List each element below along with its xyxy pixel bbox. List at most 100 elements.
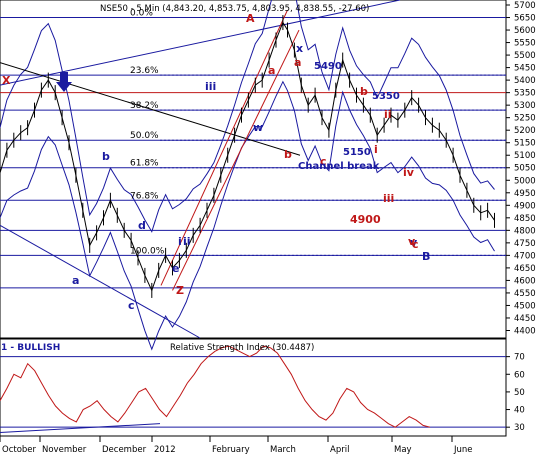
y-tick-label: 4550 [514, 289, 536, 299]
y-tick-label: 5200 [514, 126, 536, 136]
wave-label: B [422, 250, 430, 263]
y-tick-label: 5000 [514, 176, 536, 186]
y-tick-label: 5600 [514, 26, 536, 36]
y-tick-label: 5100 [514, 151, 536, 161]
wave-label: ii [384, 108, 392, 121]
y-tick-label: 4900 [514, 201, 536, 211]
fib-level-label: 100.0% [130, 246, 165, 256]
x-tick-label: November [42, 445, 87, 455]
down-arrow-icon [56, 72, 72, 92]
y-tick-label: 5250 [514, 114, 536, 124]
x-tick-label: October [2, 445, 37, 455]
wave-label: a [72, 274, 79, 287]
wave-label: iii [205, 80, 216, 93]
rsi-trendline [0, 423, 161, 433]
y-tick-label: 5450 [514, 64, 536, 74]
wave-label: v [410, 236, 418, 249]
y-tick-label: 5300 [514, 101, 536, 111]
y-tick-label: 4800 [514, 226, 536, 236]
fib-level-label: 38.2% [130, 101, 159, 111]
wave-label: c [412, 238, 419, 251]
wave-label: a [294, 56, 301, 69]
wave-label: d [138, 219, 146, 232]
channel-upper-line [0, 0, 401, 86]
y-tick-label: 5350 [514, 89, 536, 99]
y-tick-label: 5400 [514, 76, 536, 86]
price-panel-frame [0, 0, 507, 339]
price-layer [0, 15, 495, 298]
wave-label: A [246, 12, 255, 25]
rsi-tick-label: 60 [514, 370, 525, 380]
channel-lower-line [0, 224, 201, 339]
x-tick-label: February [212, 445, 250, 455]
rsi-layer [0, 345, 506, 433]
rsi-tick-label: 70 [514, 353, 525, 363]
level-label: 5150 [343, 147, 371, 158]
wave-label: w [253, 121, 263, 134]
wave-label: b [102, 150, 110, 163]
level-label: 4900 [350, 213, 381, 226]
fib-level-label: 50.0% [130, 131, 159, 141]
x-tick-label: May [394, 445, 412, 455]
rsi-tick-label: 40 [514, 406, 525, 416]
wave-label: iii [383, 192, 394, 205]
bollinger-upper-band [0, 0, 495, 233]
y-tick-label: 5550 [514, 39, 536, 49]
y-tick-label: 5700 [514, 1, 536, 11]
y-tick-label: 4500 [514, 301, 536, 311]
wave-label: X [2, 74, 11, 87]
rsi-title: Relative Strength Index (30.4487) [170, 343, 314, 353]
rsi-left-label: 1 - BULLISH [1, 343, 60, 353]
price-chart-title: NSE50 - 5 Min (4,843.20, 4,853.75, 4,803… [100, 4, 369, 14]
wave-label: c [320, 155, 327, 168]
y-tick-label: 4400 [514, 326, 536, 336]
wave-label: c [128, 299, 135, 312]
y-tick-label: 4700 [514, 251, 536, 261]
y-tick-label: 4600 [514, 276, 536, 286]
level-label: Channel break [298, 161, 380, 172]
x-tick-label: December [102, 445, 147, 455]
y-tick-label: 5500 [514, 51, 536, 61]
wave-label: b [284, 148, 292, 161]
fib-level-label: 61.8% [130, 159, 159, 169]
rsi-tick-label: 50 [514, 388, 525, 398]
wave-label: e [172, 262, 179, 275]
axis-layer: 4400 4450 4500 4550 4600 4650 4700 4750 4800 4850… [0, 1, 536, 455]
y-tick-label: 5050 [514, 164, 536, 174]
wave-label: Z [176, 284, 184, 297]
fib-level-label: 23.6% [130, 66, 159, 76]
x-tick-label: March [270, 445, 296, 455]
wave-label: i [374, 143, 378, 156]
fib-level-label: 0.0% [130, 9, 153, 19]
rsi-line [0, 345, 431, 428]
rally-channel-lower [172, 29, 300, 291]
wave-label: a [268, 64, 275, 77]
trend-line [0, 62, 301, 156]
fib-level-label: 76.8% [130, 191, 159, 201]
x-tick-label: June [453, 445, 473, 455]
wave-label: b [360, 85, 368, 98]
level-label: 5490 [314, 61, 342, 72]
rsi-tick-label: 30 [514, 423, 525, 433]
wave-label: ii [183, 235, 191, 248]
x-tick-label: April [330, 445, 349, 455]
wave-label: v [408, 235, 416, 248]
y-tick-label: 4650 [514, 264, 536, 274]
wave-label: iv [403, 166, 415, 179]
label-layer: 0.0% 23.6% 38.2% 50.0% 61.8% 76.8% 100.0% X A Z Ba… [2, 9, 430, 312]
y-tick-label: 4450 [514, 314, 536, 324]
y-tick-label: 5150 [514, 139, 536, 149]
rally-channel-upper [160, 9, 288, 286]
wave-label: x [296, 42, 303, 55]
y-tick-label: 5650 [514, 14, 536, 24]
overlay-layer [0, 0, 495, 351]
grid-layer [0, 17, 506, 289]
y-tick-label: 4750 [514, 239, 536, 249]
bollinger-lower-band [0, 80, 495, 351]
y-tick-label: 4950 [514, 189, 536, 199]
wave-label: i [178, 235, 182, 248]
y-tick-label: 4850 [514, 214, 536, 224]
level-label: 5350 [372, 91, 400, 102]
x-tick-label: 2012 [154, 445, 176, 455]
